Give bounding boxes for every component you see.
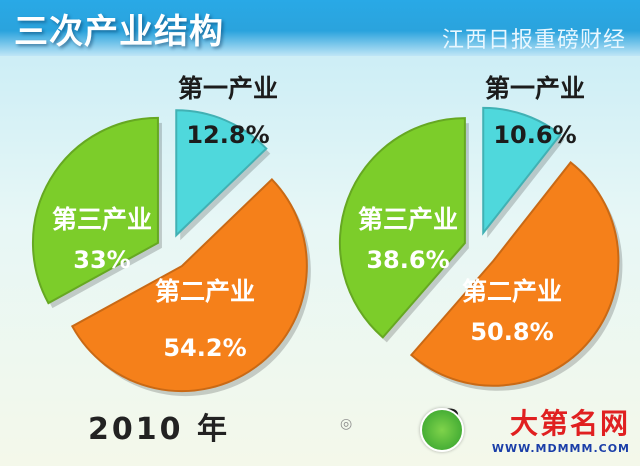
watermark-url: WWW.MDMMM.COM <box>491 442 630 455</box>
watermark-brand: 大第名网 <box>509 407 630 440</box>
slice-category-label: 第三产业 <box>358 205 458 234</box>
weixin-watermark: ◎ <box>340 416 353 432</box>
header-banner: 三次产业结构 江西日报重磅财经 <box>0 0 640 56</box>
logo-badge-icon <box>420 408 464 452</box>
slice-value-label: 50.8% <box>470 318 553 346</box>
pie-slice <box>175 109 268 238</box>
slice-category-label: 第二产业 <box>462 277 562 306</box>
page-title: 三次产业结构 <box>14 12 224 52</box>
pie-slice <box>31 116 159 305</box>
slice-value-label: 33% <box>73 246 130 274</box>
slice-value-label: 10.6% <box>493 121 576 149</box>
pie-chart-2010: 第一产业 12.8% 第二产业 54.2% 第三产业 33% <box>31 74 311 397</box>
slice-value-label: 38.6% <box>366 246 449 274</box>
pie-slice <box>70 177 308 393</box>
pie-slice <box>409 161 620 387</box>
slice-category-label: 第一产业 <box>178 74 278 103</box>
slice-value-label: 12.8% <box>186 121 269 149</box>
source-label: 江西日报重磅财经 <box>441 28 626 53</box>
pie-chart-second: 第一产业 10.6% 第二产业 50.8% 第三产业 38.6% <box>338 74 623 391</box>
slice-category-label: 第一产业 <box>485 74 585 103</box>
slice-value-label: 54.2% <box>163 334 246 362</box>
site-watermark: 大第名网 WWW.MDMMM.COM <box>492 402 630 455</box>
slice-category-label: 第三产业 <box>52 205 152 234</box>
year-label-2010: 2010 年 <box>88 412 230 447</box>
slice-category-label: 第二产业 <box>155 277 255 306</box>
pie-slice <box>338 117 466 339</box>
pie-slice <box>482 106 562 236</box>
